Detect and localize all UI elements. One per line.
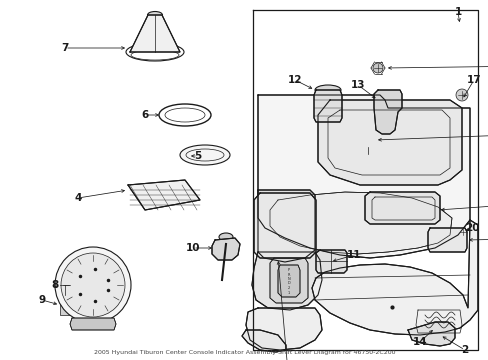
Text: 2005 Hyundai Tiburon Center Console Indicator Assembly-Shift Lever Diagram for 4: 2005 Hyundai Tiburon Center Console Indi… [94, 350, 394, 355]
Bar [60, 295, 70, 315]
Ellipse shape [314, 117, 340, 127]
Text: D: D [287, 282, 290, 285]
Polygon shape [128, 180, 200, 210]
Circle shape [372, 63, 382, 73]
Bar [99, 320, 102, 328]
Ellipse shape [180, 145, 229, 165]
Polygon shape [407, 322, 454, 346]
Text: 1: 1 [287, 291, 289, 294]
Text: 14: 14 [412, 337, 427, 347]
Text: 12: 12 [287, 75, 302, 85]
Text: 4: 4 [74, 193, 81, 203]
Text: 1: 1 [453, 7, 461, 17]
Polygon shape [130, 15, 180, 52]
Polygon shape [364, 192, 439, 224]
Polygon shape [317, 100, 461, 185]
Polygon shape [313, 90, 341, 122]
Circle shape [61, 253, 125, 317]
Text: 11: 11 [346, 250, 361, 260]
Polygon shape [251, 252, 321, 310]
Polygon shape [212, 238, 240, 260]
Bar [81, 320, 84, 328]
Circle shape [55, 247, 131, 323]
Polygon shape [258, 190, 314, 262]
Text: 20: 20 [464, 223, 478, 233]
Polygon shape [278, 265, 299, 297]
Polygon shape [245, 308, 321, 350]
Text: N: N [287, 277, 290, 281]
Bar [93, 320, 96, 328]
Polygon shape [242, 330, 285, 352]
Polygon shape [258, 95, 469, 258]
Polygon shape [269, 192, 451, 254]
Polygon shape [427, 228, 466, 252]
Circle shape [455, 89, 467, 101]
Text: P: P [287, 268, 289, 272]
Circle shape [360, 133, 374, 147]
Text: 13: 13 [350, 80, 365, 90]
Ellipse shape [147, 12, 162, 18]
Text: 2: 2 [461, 345, 468, 355]
Bar [75, 320, 78, 328]
Ellipse shape [219, 233, 232, 241]
Ellipse shape [314, 85, 340, 95]
Text: 5: 5 [194, 151, 201, 161]
Polygon shape [315, 250, 346, 273]
Bar [87, 320, 90, 328]
Text: 7: 7 [61, 43, 68, 53]
Text: R: R [287, 273, 290, 276]
Text: 6: 6 [141, 110, 148, 120]
Text: 8: 8 [51, 280, 59, 290]
Text: 10: 10 [185, 243, 200, 253]
Polygon shape [70, 318, 116, 330]
Polygon shape [269, 258, 307, 303]
Polygon shape [253, 193, 315, 258]
Circle shape [458, 228, 466, 236]
Polygon shape [311, 220, 477, 335]
Text: 9: 9 [39, 295, 45, 305]
Bar [105, 320, 108, 328]
Polygon shape [373, 90, 401, 134]
Text: 17: 17 [466, 75, 480, 85]
Text: 2: 2 [287, 286, 289, 290]
